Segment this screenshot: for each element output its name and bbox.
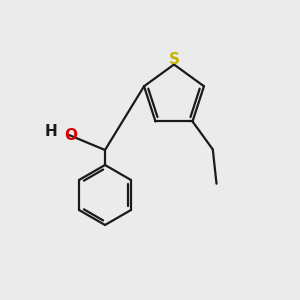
Text: O: O xyxy=(64,128,77,142)
Text: H: H xyxy=(45,124,57,140)
Text: S: S xyxy=(169,52,179,67)
